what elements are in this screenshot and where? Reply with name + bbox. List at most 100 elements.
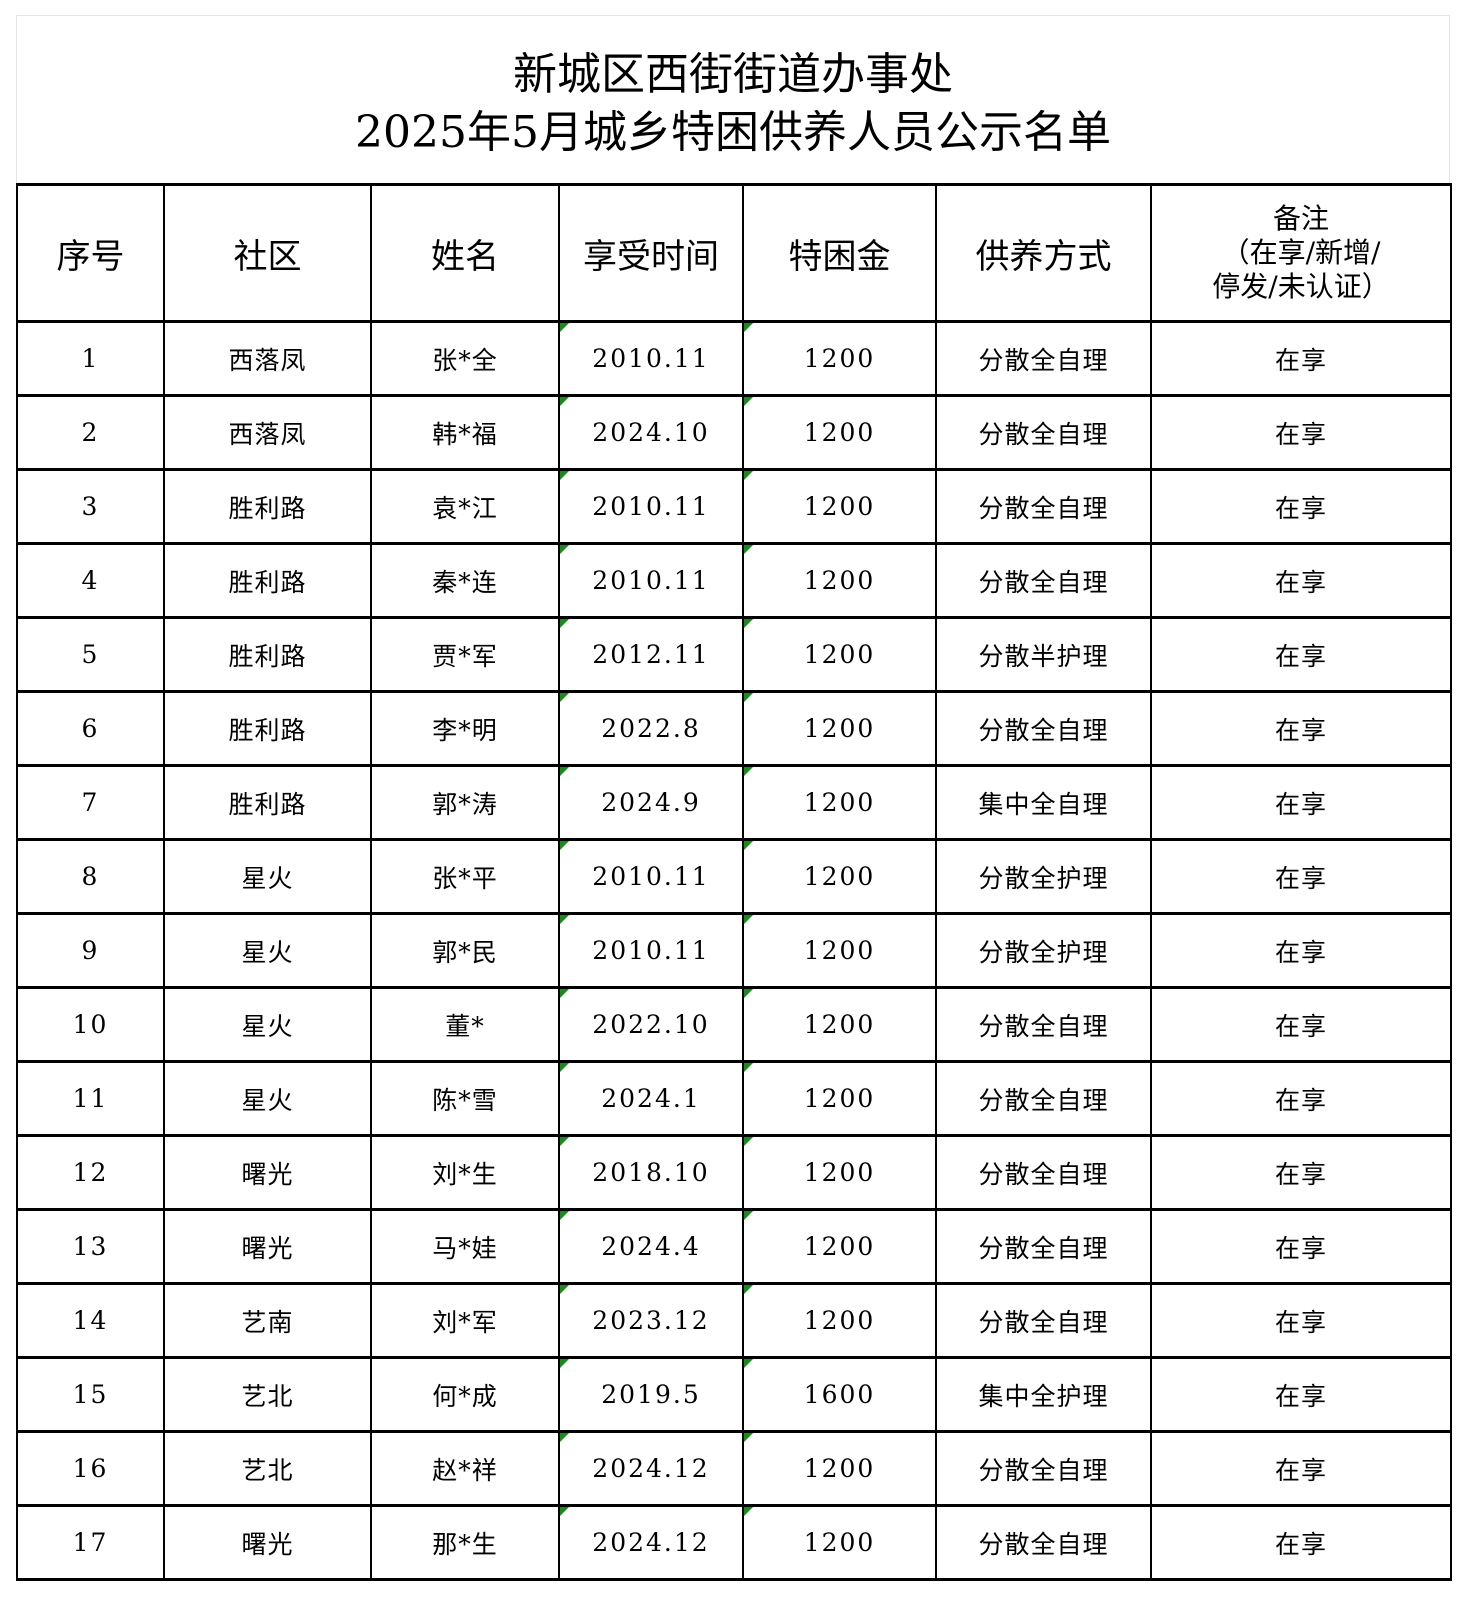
- green-corner-marker-icon: [560, 323, 569, 332]
- cell-index-text: 13: [72, 1232, 109, 1261]
- green-corner-marker-icon: [744, 693, 753, 702]
- cell-name-text: 刘*生: [432, 1159, 498, 1189]
- cell-name: 秦*连: [370, 542, 560, 619]
- table-row: 15 艺北 何*成 2019.5 1600 集中全护理 在享: [16, 1356, 1452, 1433]
- cell-name: 何*成: [370, 1356, 560, 1433]
- green-corner-marker-icon: [560, 545, 569, 554]
- cell-community: 胜利路: [163, 764, 372, 841]
- cell-index-text: 14: [72, 1306, 109, 1335]
- cell-allowance: 1200: [742, 616, 937, 693]
- cell-support-type-text: 分散全自理: [978, 567, 1109, 597]
- cell-support-type: 分散全自理: [935, 542, 1152, 619]
- table-row: 17 曙光 那*生 2024.12 1200 分散全自理 在享: [16, 1504, 1452, 1581]
- cell-community-text: 星火: [241, 1011, 294, 1041]
- cell-start-date: 2010.11: [558, 542, 744, 619]
- cell-allowance: 1200: [742, 1430, 937, 1507]
- cell-index-text: 9: [81, 936, 100, 965]
- cell-allowance-text: 1200: [803, 1454, 876, 1483]
- cell-community: 西落凤: [163, 320, 372, 397]
- cell-allowance-text: 1600: [803, 1380, 876, 1409]
- cell-name: 刘*军: [370, 1282, 560, 1359]
- cell-allowance: 1200: [742, 764, 937, 841]
- green-corner-marker-icon: [560, 619, 569, 628]
- cell-index: 13: [16, 1208, 165, 1285]
- cell-start-date-text: 2024.12: [592, 1454, 710, 1483]
- cell-community-text: 星火: [241, 863, 294, 893]
- cell-status-text: 在享: [1274, 493, 1327, 523]
- cell-name-text: 董*: [445, 1011, 485, 1041]
- cell-allowance-text: 1200: [803, 936, 876, 965]
- cell-start-date: 2010.11: [558, 320, 744, 397]
- cell-status-text: 在享: [1274, 1381, 1327, 1411]
- cell-name-text: 秦*连: [432, 567, 498, 597]
- cell-status: 在享: [1150, 542, 1452, 619]
- header-allowance: 特困金: [742, 183, 937, 323]
- cell-name-text: 那*生: [432, 1529, 498, 1559]
- header-community: 社区: [163, 183, 372, 323]
- cell-name: 赵*祥: [370, 1430, 560, 1507]
- cell-name-text: 郭*涛: [432, 789, 498, 819]
- green-corner-marker-icon: [744, 1507, 753, 1516]
- cell-index-text: 11: [72, 1084, 109, 1113]
- table-row: 10 星火 董* 2022.10 1200 分散全自理 在享: [16, 986, 1452, 1063]
- table-row: 1 西落凤 张*全 2010.11 1200 分散全自理 在享: [16, 320, 1452, 397]
- cell-index-text: 17: [72, 1528, 109, 1557]
- cell-allowance-text: 1200: [803, 492, 876, 521]
- cell-index: 15: [16, 1356, 165, 1433]
- cell-support-type: 集中全护理: [935, 1356, 1152, 1433]
- cell-community-text: 曙光: [241, 1233, 294, 1263]
- cell-community: 西落凤: [163, 394, 372, 471]
- cell-status: 在享: [1150, 912, 1452, 989]
- cell-allowance-text: 1200: [803, 1232, 876, 1261]
- cell-start-date-text: 2019.5: [601, 1380, 701, 1409]
- cell-name: 董*: [370, 986, 560, 1063]
- cell-community: 胜利路: [163, 616, 372, 693]
- cell-index-text: 16: [72, 1454, 109, 1483]
- cell-index: 8: [16, 838, 165, 915]
- cell-status-text: 在享: [1274, 345, 1327, 375]
- green-corner-marker-icon: [744, 545, 753, 554]
- cell-support-type: 分散全自理: [935, 1060, 1152, 1137]
- cell-community-text: 曙光: [241, 1159, 294, 1189]
- remark-line-1: 备注: [1272, 202, 1329, 235]
- cell-support-type-text: 分散全自理: [978, 1085, 1109, 1115]
- cell-support-type-text: 分散全自理: [978, 1233, 1109, 1263]
- cell-index-text: 3: [81, 492, 100, 521]
- green-corner-marker-icon: [744, 989, 753, 998]
- table-row: 14 艺南 刘*军 2023.12 1200 分散全自理 在享: [16, 1282, 1452, 1359]
- cell-allowance: 1200: [742, 1208, 937, 1285]
- table-row: 12 曙光 刘*生 2018.10 1200 分散全自理 在享: [16, 1134, 1452, 1211]
- cell-status: 在享: [1150, 986, 1452, 1063]
- cell-start-date-text: 2022.10: [592, 1010, 710, 1039]
- cell-allowance: 1200: [742, 542, 937, 619]
- cell-name-text: 刘*军: [432, 1307, 498, 1337]
- cell-support-type-text: 分散全自理: [978, 345, 1109, 375]
- cell-index: 2: [16, 394, 165, 471]
- table-row: 11 星火 陈*雪 2024.1 1200 分散全自理 在享: [16, 1060, 1452, 1137]
- cell-allowance-text: 1200: [803, 1528, 876, 1557]
- cell-support-type: 分散全自理: [935, 986, 1152, 1063]
- cell-support-type-text: 分散全自理: [978, 1307, 1109, 1337]
- cell-support-type-text: 分散全自理: [978, 1529, 1109, 1559]
- cell-index: 16: [16, 1430, 165, 1507]
- remark-line-2: （在享/新增/: [1221, 236, 1381, 269]
- cell-support-type-text: 分散全自理: [978, 1159, 1109, 1189]
- green-corner-marker-icon: [560, 1211, 569, 1220]
- cell-allowance-text: 1200: [803, 714, 876, 743]
- recipients-table: 序号 社区 姓名 享受时间 特困金 供养方式 备注 （在享/新增/ 停发/未认证…: [16, 183, 1452, 1581]
- cell-name: 张*平: [370, 838, 560, 915]
- cell-name: 袁*江: [370, 468, 560, 545]
- cell-allowance-text: 1200: [803, 640, 876, 669]
- cell-status-text: 在享: [1274, 1159, 1327, 1189]
- cell-start-date-text: 2010.11: [592, 566, 710, 595]
- cell-status-text: 在享: [1274, 1307, 1327, 1337]
- cell-status: 在享: [1150, 1282, 1452, 1359]
- cell-community-text: 胜利路: [228, 789, 307, 819]
- green-corner-marker-icon: [560, 841, 569, 850]
- cell-community: 胜利路: [163, 468, 372, 545]
- green-corner-marker-icon: [560, 1063, 569, 1072]
- cell-start-date: 2024.9: [558, 764, 744, 841]
- table-row: 3 胜利路 袁*江 2010.11 1200 分散全自理 在享: [16, 468, 1452, 545]
- cell-index: 11: [16, 1060, 165, 1137]
- header-support-type: 供养方式: [935, 183, 1152, 323]
